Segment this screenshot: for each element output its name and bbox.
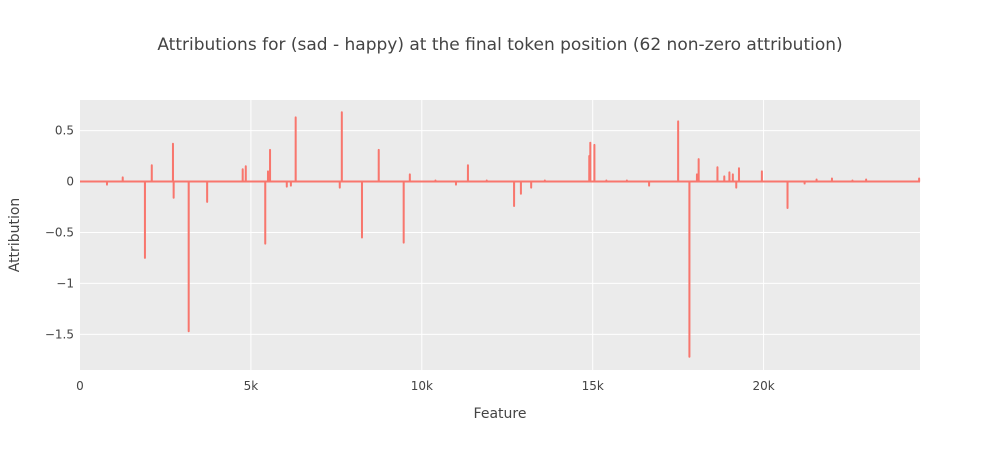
x-axis-ticks: 0 5k 10k 15k 20k bbox=[76, 379, 775, 393]
y-tick-label: −1 bbox=[56, 276, 74, 290]
y-tick-label: 0.5 bbox=[55, 124, 74, 138]
y-axis-title: Attribution bbox=[7, 198, 23, 273]
y-tick-label: −0.5 bbox=[45, 225, 74, 239]
x-axis-title: Feature bbox=[474, 406, 527, 422]
plot-area[interactable] bbox=[80, 100, 920, 370]
series-line bbox=[80, 111, 921, 358]
x-tick-label: 20k bbox=[752, 379, 774, 393]
y-tick-label: −1.5 bbox=[45, 327, 74, 341]
x-tick-label: 5k bbox=[244, 379, 259, 393]
attribution-series-line bbox=[80, 111, 921, 358]
y-tick-label: 0 bbox=[66, 175, 74, 189]
x-tick-label: 10k bbox=[411, 379, 433, 393]
x-tick-label: 0 bbox=[76, 379, 84, 393]
x-tick-label: 15k bbox=[582, 379, 604, 393]
y-axis-ticks: 0.5 0 −0.5 −1 −1.5 bbox=[45, 124, 74, 342]
chart-title: Attributions for (sad - happy) at the fi… bbox=[157, 35, 842, 55]
grid-lines bbox=[80, 100, 920, 370]
